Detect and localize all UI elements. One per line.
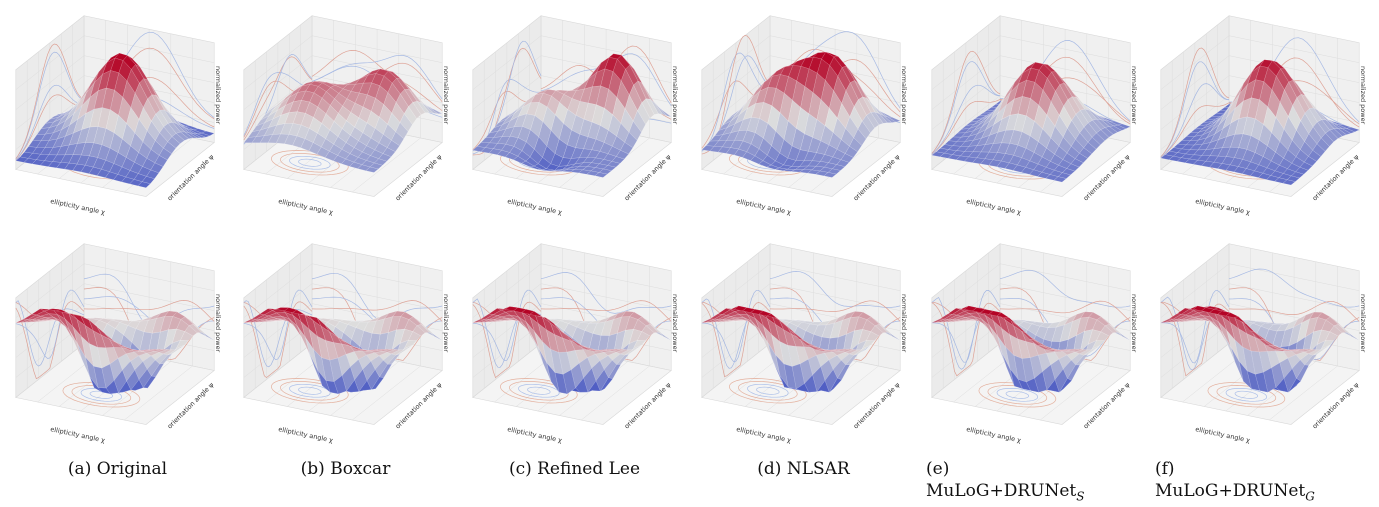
x-axis-label: ellipticity angle χ [966,425,1022,444]
caption-boxcar: (b) Boxcar [238,458,453,480]
caption-nlsar: (d) NLSAR [696,458,911,480]
z-axis-label: normalized power [671,294,679,353]
x-axis-label: ellipticity angle χ [736,197,792,216]
x-axis-label: ellipticity angle χ [278,197,334,216]
caption-prefix: (f) [1155,458,1370,480]
x-axis-label: ellipticity angle χ [736,425,792,444]
z-axis-label: normalized power [1130,294,1138,353]
x-axis-label: ellipticity angle χ [507,425,563,444]
caption-refined-lee: (c) Refined Lee [467,458,682,480]
z-axis-label: normalized power [900,66,908,125]
z-axis-label: normalized power [671,66,679,125]
z-axis-label: normalized power [1359,294,1367,353]
z-axis-label: normalized power [1130,66,1138,125]
x-axis-label: ellipticity angle χ [507,197,563,216]
caption-mulog-drunet-g: (f) MuLoG+DRUNetG [1155,458,1370,507]
caption-subscript: G [1305,489,1315,503]
z-axis-label: normalized power [1359,66,1367,125]
z-axis-label: normalized power [900,294,908,353]
x-axis-label: ellipticity angle χ [966,197,1022,216]
x-axis-label: ellipticity angle χ [278,425,334,444]
caption-prefix: (e) [926,458,1141,480]
caption-subscript: S [1076,489,1084,503]
x-axis-label: ellipticity angle χ [50,197,106,216]
x-axis-label: ellipticity angle χ [1195,197,1251,216]
caption-original: (a) Original [10,458,225,480]
x-axis-label: ellipticity angle χ [50,425,106,444]
caption-main: MuLoG+DRUNet [1155,481,1305,501]
z-axis-label: normalized power [442,66,450,125]
x-axis-label: ellipticity angle χ [1195,425,1251,444]
z-axis-label: normalized power [442,294,450,353]
z-axis-label: normalized power [214,294,222,353]
caption-main: MuLoG+DRUNet [926,481,1076,501]
caption-mulog-drunet-s: (e) MuLoG+DRUNetS [926,458,1141,507]
z-axis-label: normalized power [214,66,222,125]
